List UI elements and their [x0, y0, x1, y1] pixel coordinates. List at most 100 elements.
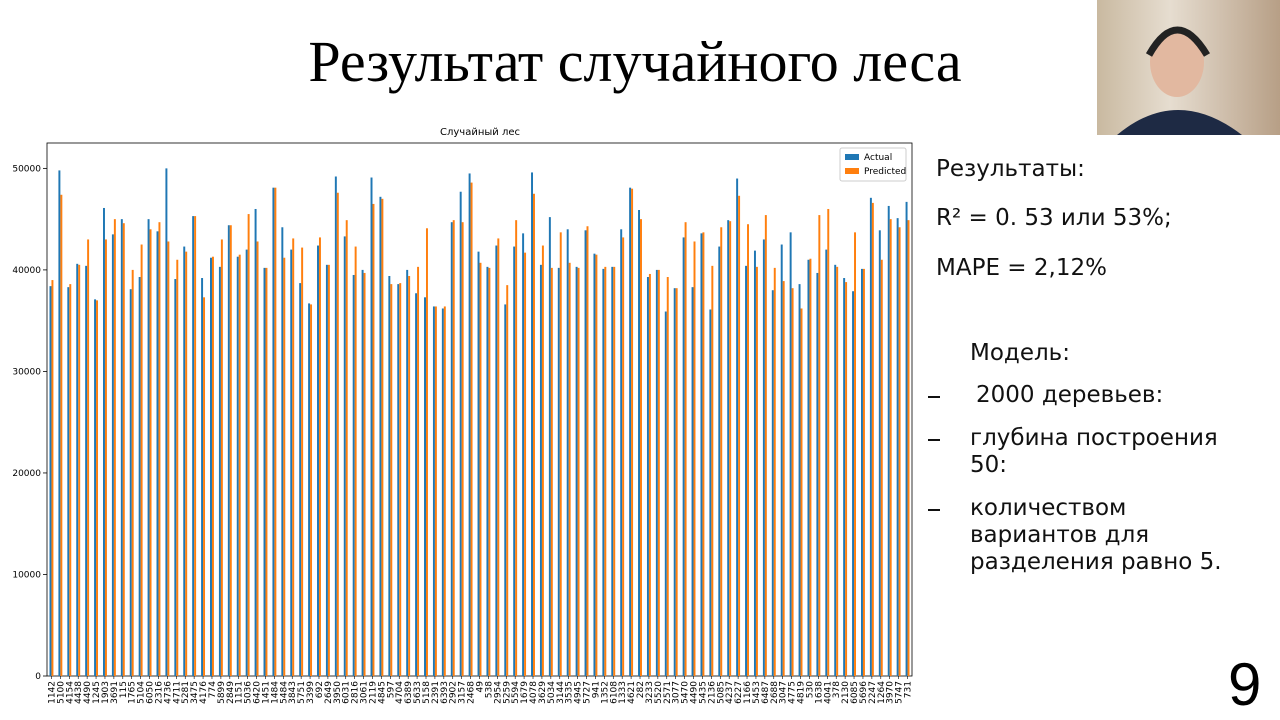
bar	[762, 239, 765, 676]
bar	[96, 300, 99, 676]
x-tick-label: 4775	[788, 681, 798, 704]
bar	[192, 216, 195, 676]
bar	[700, 233, 703, 676]
bar	[388, 275, 391, 676]
results-heading: Результаты:	[936, 156, 1085, 182]
bar	[646, 277, 649, 676]
bar	[878, 230, 881, 676]
x-tick-label: 1638	[814, 681, 824, 704]
x-tick-label: 4438	[74, 681, 84, 704]
bullet	[928, 396, 940, 398]
bar	[729, 221, 732, 676]
bar	[308, 303, 311, 676]
bar	[709, 309, 712, 676]
x-tick-label: 6031	[342, 681, 352, 704]
bar	[807, 259, 810, 676]
x-tick-label: 2849	[226, 681, 236, 704]
x-tick-label: 3691	[110, 681, 120, 704]
x-tick-label: 3399	[306, 681, 316, 704]
bar	[381, 198, 384, 677]
bar	[408, 275, 411, 676]
x-tick-label: 3535	[565, 681, 575, 704]
x-tick-label: 5594	[511, 681, 521, 704]
bar	[593, 253, 596, 676]
bar	[452, 220, 455, 677]
x-tick-label: 6085	[850, 681, 860, 704]
x-tick-label: 4237	[725, 681, 735, 704]
bar	[664, 311, 667, 676]
y-tick-label: 0	[35, 672, 41, 682]
x-tick-label: 5899	[217, 681, 227, 704]
bullet	[928, 509, 940, 511]
bar	[263, 267, 266, 676]
x-tick-label: 5751	[297, 681, 307, 704]
x-tick-label: 2119	[368, 681, 378, 704]
x-tick-label: 6389	[404, 681, 414, 704]
bar	[675, 288, 678, 676]
bar	[417, 266, 420, 676]
bar	[727, 220, 730, 677]
bar	[85, 265, 88, 676]
bar	[568, 262, 571, 676]
chart-title: Случайный лес	[440, 127, 520, 138]
bar	[468, 173, 471, 676]
bar	[584, 230, 587, 676]
bar	[755, 266, 758, 676]
bar	[218, 266, 221, 676]
bar	[673, 288, 676, 676]
bar	[415, 293, 418, 676]
x-tick-label: 2688	[770, 681, 780, 704]
x-tick-label: 941	[591, 681, 601, 698]
x-tick-label: 1765	[128, 681, 138, 704]
x-tick-label: 4711	[172, 681, 182, 704]
bar	[666, 277, 669, 676]
x-tick-label: 1679	[520, 681, 530, 704]
bar	[682, 237, 685, 676]
model-item: количеством вариантов для разделения рав…	[970, 495, 1222, 575]
legend-swatch	[845, 154, 859, 160]
x-tick-label: 4490	[83, 681, 93, 704]
x-tick-label: 3629	[538, 681, 548, 704]
x-tick-label: 4078	[529, 681, 539, 704]
bar	[140, 244, 143, 676]
webcam-figure	[1117, 26, 1242, 135]
x-tick-label: 6487	[761, 681, 771, 704]
bar	[693, 241, 696, 676]
bar	[586, 226, 589, 677]
bar	[434, 306, 437, 676]
bullet	[928, 439, 940, 441]
bar	[60, 194, 63, 676]
bar	[495, 245, 498, 676]
x-tick-label: 1333	[618, 681, 628, 704]
bar	[497, 238, 500, 677]
bar	[816, 272, 819, 676]
bar	[860, 268, 863, 676]
x-tick-label: 5633	[413, 681, 423, 704]
x-tick-label: 49	[476, 681, 486, 693]
x-tick-label: 3144	[556, 681, 566, 704]
x-tick-label: 530	[805, 681, 815, 698]
x-tick-label: 5470	[681, 681, 691, 704]
bar	[292, 238, 295, 677]
x-tick-label: 5158	[422, 681, 432, 704]
bar	[49, 286, 52, 676]
bar	[862, 268, 865, 676]
bar	[773, 267, 776, 676]
bar	[504, 304, 507, 676]
bar	[852, 291, 855, 676]
x-tick-label: 3475	[190, 681, 200, 704]
bar	[702, 232, 705, 677]
bar	[363, 272, 366, 676]
x-tick-label: 115	[119, 681, 129, 698]
bar	[211, 256, 214, 676]
bar	[648, 273, 651, 676]
x-tick-label: 4490	[690, 681, 700, 704]
bar	[782, 281, 785, 676]
bar	[390, 284, 393, 676]
bar	[711, 265, 714, 676]
mape-text: MAPE = 2,12%	[936, 255, 1107, 281]
bar	[397, 284, 400, 676]
x-tick-label: 6108	[609, 681, 619, 704]
x-tick-label: 4736	[163, 681, 173, 704]
x-tick-label: 5259	[502, 681, 512, 704]
